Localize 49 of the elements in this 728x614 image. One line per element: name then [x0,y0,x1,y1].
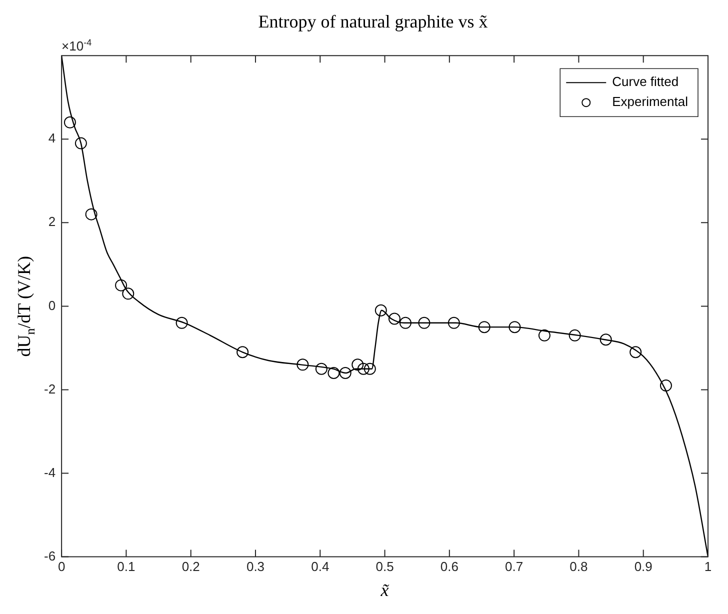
point [568,329,581,342]
point [357,362,370,375]
x-tick-label: 0.8 [570,559,588,574]
point [399,316,412,329]
y-tick-label: -6 [44,548,56,564]
y-tick-label: 2 [48,214,56,230]
point [85,208,98,220]
line-series [62,56,708,557]
point [115,279,128,292]
y-axis-title: dUn/dT (V/K) [14,256,38,357]
point [328,367,340,380]
x-tick-label: 0.6 [440,559,458,574]
point [236,346,249,358]
point [418,316,430,329]
legend-label: Curve fitted [612,74,679,90]
point [448,316,460,329]
y-tick-label: 4 [48,130,56,146]
point [374,304,387,316]
point [364,362,376,375]
point [352,358,364,371]
point [660,380,672,392]
y-tick-label: -2 [44,381,56,396]
x-axis-title: x̃ [380,580,390,600]
point [508,321,521,334]
point [176,316,188,329]
x-tick-label: 0 [58,559,66,574]
point [339,367,352,380]
y-tick-label: 0 [48,298,56,313]
x-tick-label: 0.9 [634,559,652,574]
point [388,312,400,325]
point [74,137,87,150]
point [600,334,612,346]
point [538,329,550,342]
x-tick-label: 0.7 [505,559,524,574]
point [630,346,642,358]
point [64,116,76,128]
chart-title: Entropy of natural graphite vs x̃ [258,12,488,32]
x-tick-label: 0.4 [311,559,330,574]
point [315,362,328,375]
point [478,321,490,334]
legend-label: Experimental [612,94,688,110]
x-tick-label: 0.5 [376,559,394,574]
x-tick-label: 0.2 [182,559,200,574]
point [296,358,309,371]
x-tick-label: 0.3 [246,559,265,574]
x-tick-label: 0.1 [117,559,136,574]
y-tick-label: -4 [44,464,56,480]
point [122,288,134,300]
x-tick-label: 1 [704,559,712,574]
